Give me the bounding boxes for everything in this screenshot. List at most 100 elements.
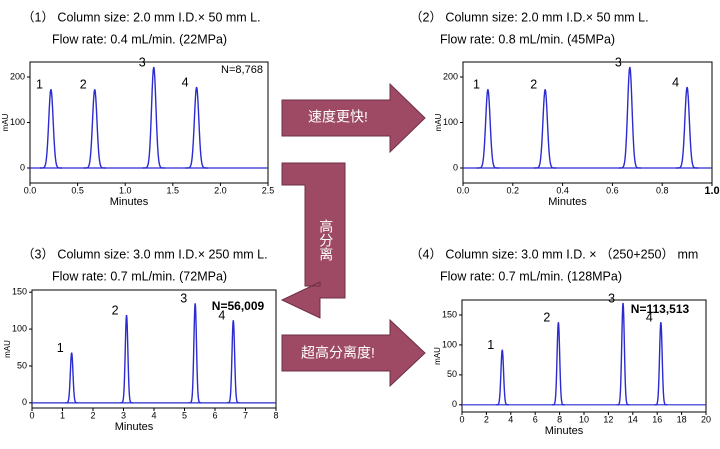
peak [676,86,699,169]
peak-label: 1 [487,338,494,352]
peak [185,86,208,169]
peak-label: 2 [530,78,537,92]
peak [534,89,557,169]
peak-label: 4 [182,75,189,89]
x-tick-label: 1.0 [704,185,719,197]
x-tick-label: 4 [508,414,513,424]
peak-label: 4 [646,310,653,324]
chart-title: （2） Column size: 2.0 mm I.D.× 50 mm L. [410,10,649,24]
peak [551,322,565,406]
x-tick-label: 6 [212,410,217,420]
x-tick-label: 5 [182,410,187,420]
x-tick-label: 18 [677,414,687,424]
x-tick-label: 7 [243,410,248,420]
chart-subtitle: Flow rate: 0.7 mL/min. (128MPa) [440,269,622,283]
y-tick-label: 200 [10,71,25,81]
x-tick-label: 3 [121,410,126,420]
arrow-right-top [281,82,426,154]
y-tick-label: 50 [447,369,457,379]
x-tick-label: 16 [652,414,662,424]
annotation: N=8,768 [221,64,263,76]
arrow-label: 速度更快! [308,109,368,125]
x-tick-label: 0.6 [606,185,619,195]
y-tick-label: 50 [17,360,27,370]
x-axis-label: Minutes [548,196,587,208]
peak [226,320,240,404]
peak-label: 2 [80,78,87,92]
annotation: N=113,513 [631,302,690,316]
y-tick-label: 0 [453,162,458,172]
chart-subtitle: Flow rate: 0.4 mL/min. (22MPa) [52,32,227,46]
chart-title: （4） Column size: 3.0 mm I.D. × （250+250）… [410,247,698,261]
x-tick-label: 0.5 [71,185,84,195]
x-tick-label: 1.5 [167,185,180,195]
x-tick-label: 2 [90,410,95,420]
plot-frame [461,299,707,413]
x-tick-label: 0.0 [457,185,470,195]
peak [476,89,499,169]
x-tick-label: 10 [579,414,589,424]
x-tick-label: 20 [701,414,711,424]
arrow-right-bottom [281,318,426,388]
x-tick-label: 0.2 [507,185,520,195]
x-tick-label: 6 [533,414,538,424]
peak [65,352,79,404]
chart-subtitle: Flow rate: 0.7 mL/min. (72MPa) [52,269,227,283]
y-tick-label: 150 [442,309,457,319]
peak-label: 1 [36,78,43,92]
chart: （2） Column size: 2.0 mm I.D.× 50 mm L. Fl… [410,10,720,208]
x-tick-label: 0.4 [556,185,569,195]
x-tick-label: 2.5 [262,185,275,195]
chart-title: （1） Column size: 2.0 mm I.D.× 50 mm L. [22,10,261,24]
peak-label: 4 [218,309,225,323]
y-tick-label: 0 [452,399,457,409]
peak [142,66,165,169]
chart: （3） Column size: 3.0 mm I.D.× 250 mm L. F… [3,247,278,433]
x-tick-label: 0.0 [24,185,37,195]
y-axis-label: mAU [434,113,443,131]
peak [39,89,62,169]
peak [616,302,630,406]
x-tick-label: 0 [459,414,464,424]
y-axis-label: mAU [1,113,10,131]
y-tick-label: 0 [22,397,27,407]
y-tick-label: 100 [443,117,458,127]
y-tick-label: 0 [20,162,25,172]
peak-label: 3 [180,292,187,306]
y-tick-label: 200 [443,71,458,81]
y-tick-label: 100 [10,117,25,127]
x-tick-label: 1.0 [119,185,132,195]
x-tick-label: 0.8 [656,185,669,195]
peak-label: 2 [112,303,119,317]
x-tick-label: 0 [29,410,34,420]
x-tick-label: 2.0 [214,185,227,195]
peak-label: 1 [57,341,64,355]
x-axis-label: Minutes [545,425,584,437]
chart-title: （3） Column size: 3.0 mm I.D.× 250 mm L. [22,247,268,261]
x-tick-label: 14 [628,414,638,424]
x-tick-label: 12 [603,414,613,424]
arrows: 速度更快! 高分离 超高分离度! [280,82,426,388]
y-tick-label: 100 [12,323,27,333]
peak [120,314,134,404]
chart: （1） Column size: 2.0 mm I.D.× 50 mm L. Fl… [1,10,274,208]
x-axis-label: Minutes [115,421,154,433]
arrow-label: 超高分离度! [301,345,375,361]
arrow-label: 高分离 [318,218,334,261]
y-axis-label: mAU [3,340,12,358]
peak-label: 2 [543,310,550,324]
x-tick-label: 2 [484,414,489,424]
y-axis-label: mAU [433,347,442,365]
peak [495,349,509,406]
peak [654,322,668,406]
peak-label: 3 [139,55,146,69]
arrow-down-left [280,162,346,319]
x-axis-label: Minutes [110,196,149,208]
peak [618,66,641,169]
peak-label: 3 [615,55,622,69]
y-tick-label: 150 [12,287,27,297]
chart: （4） Column size: 3.0 mm I.D. × （250+250）… [410,247,711,437]
peak-label: 3 [608,291,615,305]
peak [188,303,202,404]
